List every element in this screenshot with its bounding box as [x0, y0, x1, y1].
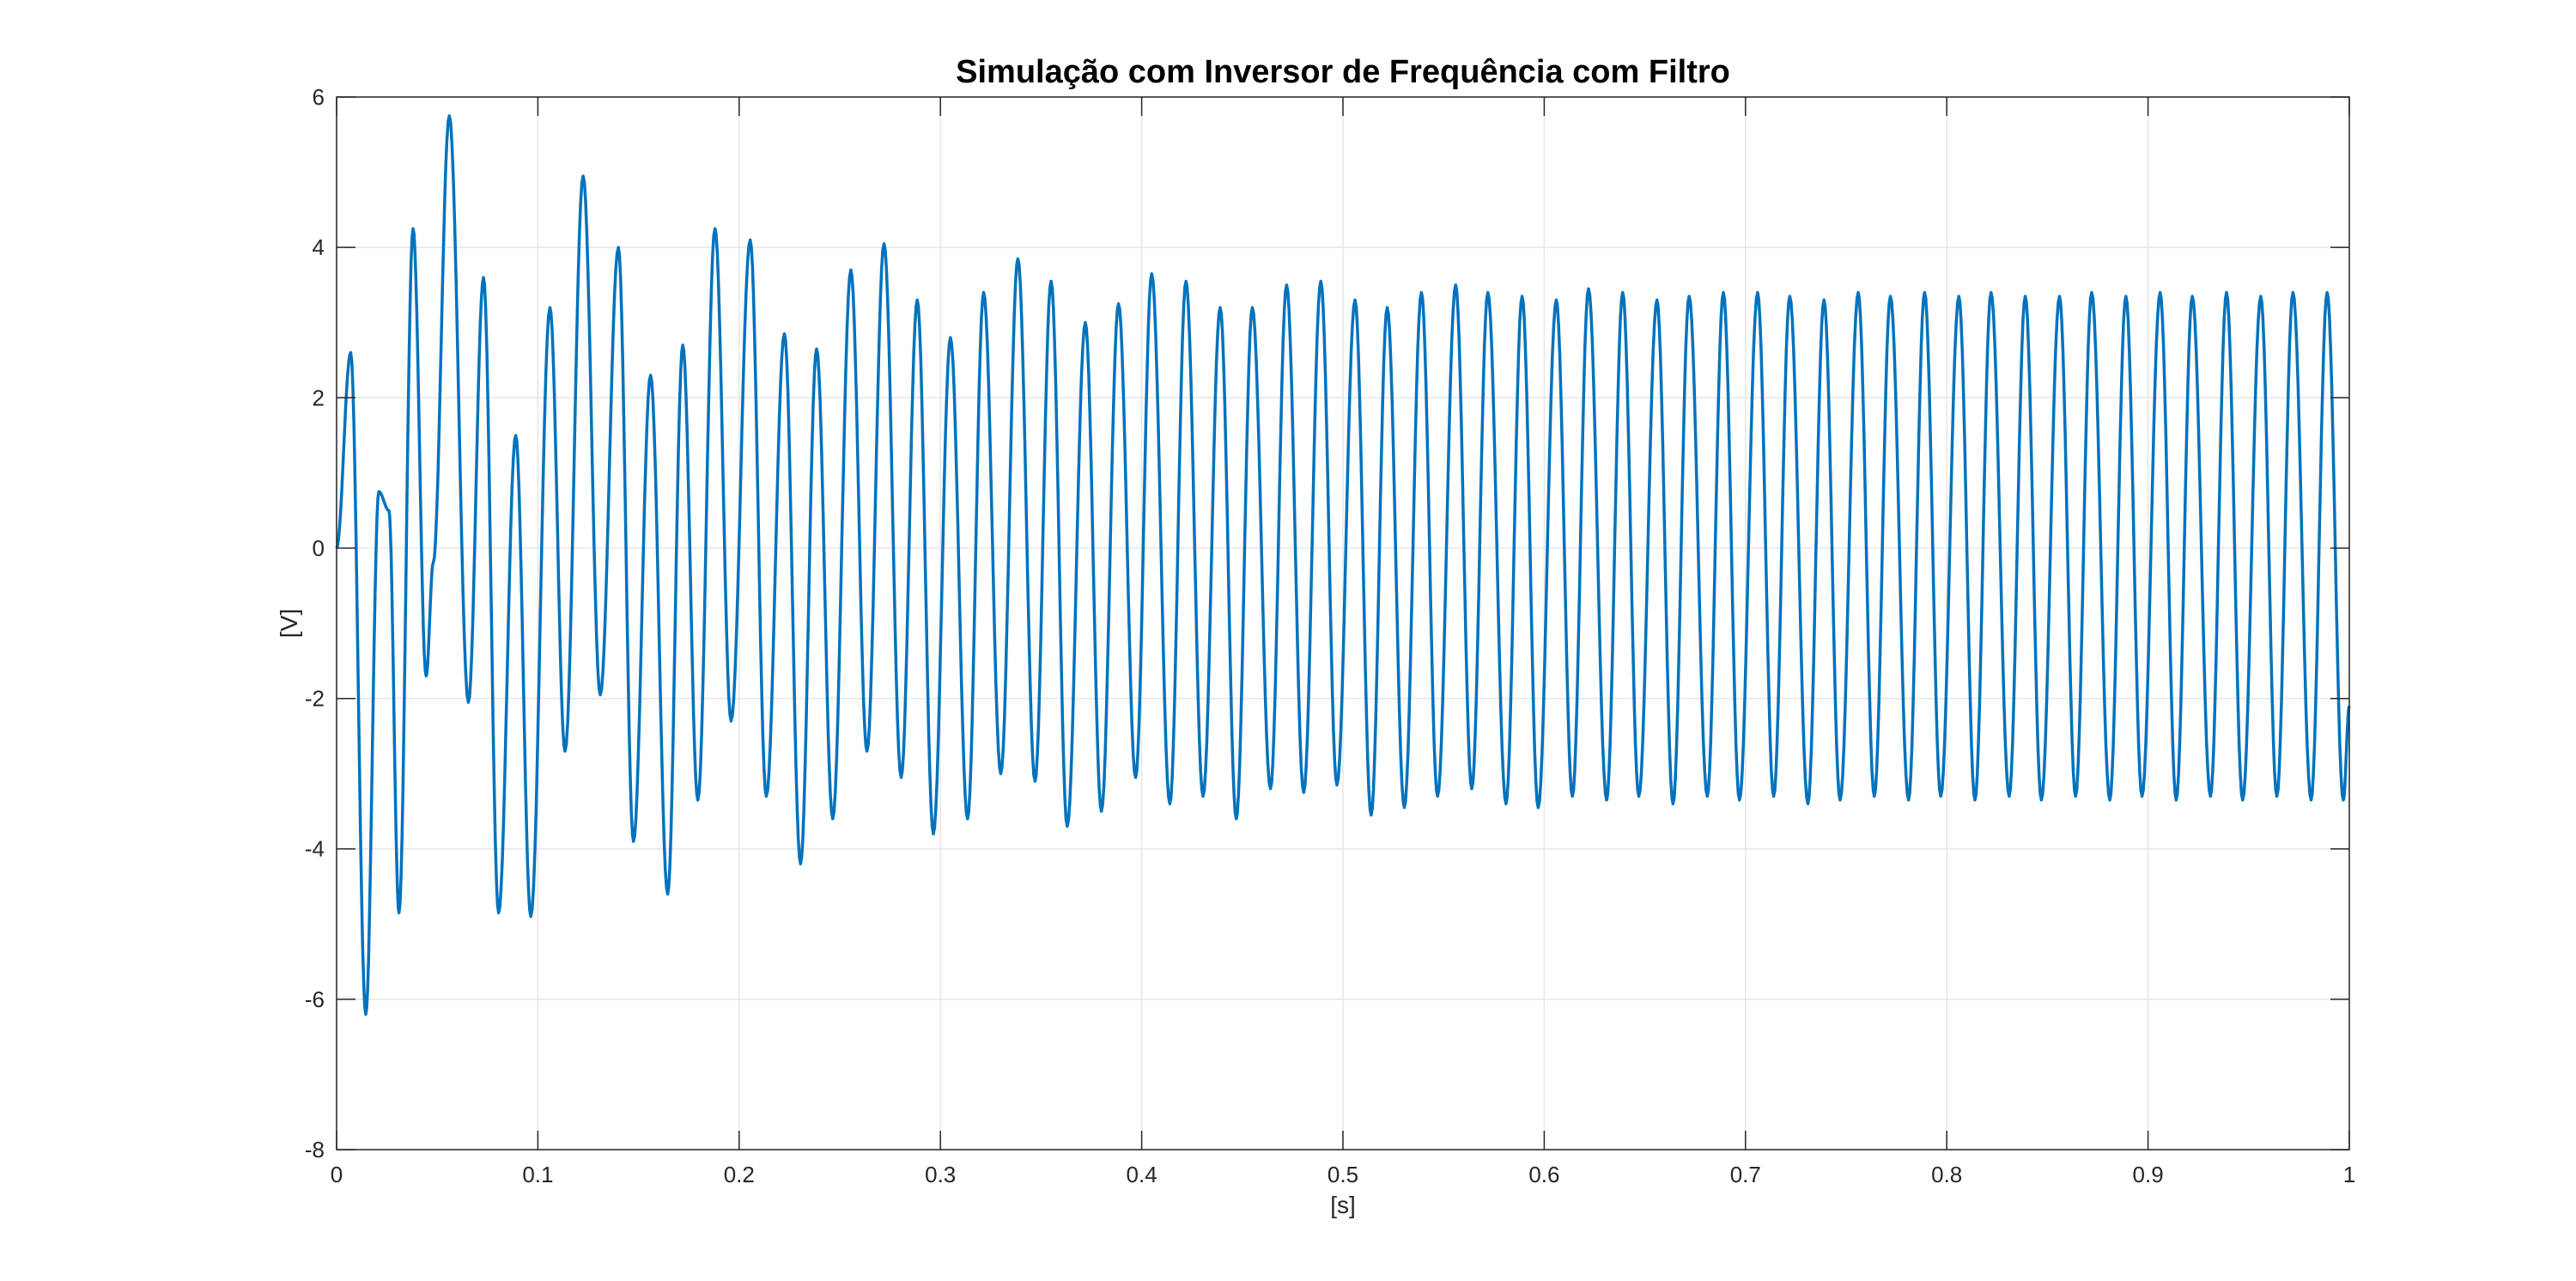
y-tick-label: -8 — [305, 1137, 325, 1163]
x-tick-label: 0.3 — [925, 1162, 956, 1187]
y-tick-label: -4 — [305, 836, 325, 862]
x-axis-label: [s] — [1330, 1192, 1356, 1218]
y-axis-label: [V] — [276, 609, 302, 638]
y-tick-label: 0 — [313, 535, 325, 561]
y-tick-label: 6 — [313, 84, 325, 110]
x-tick-label: 0.1 — [522, 1162, 553, 1187]
x-tick-label: 0.7 — [1730, 1162, 1761, 1187]
x-tick-labels: 0 0.1 0.2 0.3 0.4 0.5 0.6 0.7 0.8 0.9 1 — [331, 1162, 2355, 1187]
x-tick-label: 0.8 — [1931, 1162, 1962, 1187]
ticks — [336, 96, 2350, 1150]
x-tick-label: 1 — [2343, 1162, 2355, 1187]
x-tick-label: 0.2 — [724, 1162, 755, 1187]
x-tick-label: 0.6 — [1528, 1162, 1559, 1187]
x-tick-label: 0.4 — [1127, 1162, 1157, 1187]
y-tick-label: -6 — [305, 987, 325, 1012]
series-line — [335, 114, 2351, 1017]
chart-title: Simulação com Inversor de Frequência com… — [956, 54, 1730, 90]
y-tick-labels: -8 -6 -4 -2 0 2 4 6 — [305, 84, 325, 1163]
series-layer — [335, 114, 2351, 1017]
y-tick-label: 2 — [313, 385, 325, 410]
x-tick-label: 0.5 — [1327, 1162, 1358, 1187]
x-tick-label: 0.9 — [2133, 1162, 2164, 1187]
y-tick-label: 4 — [313, 234, 325, 260]
y-tick-label: -2 — [305, 686, 325, 712]
x-tick-label: 0 — [331, 1162, 343, 1187]
